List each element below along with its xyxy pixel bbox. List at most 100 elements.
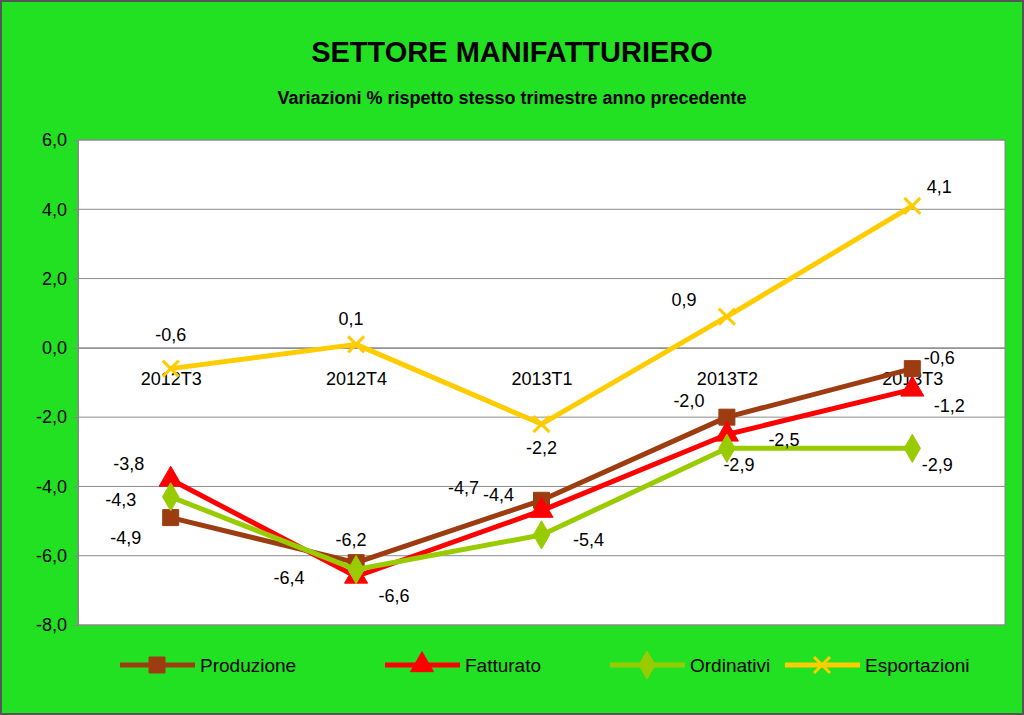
legend-marker [814,657,830,673]
tick-label: 2013T1 [511,369,572,389]
tick-mark [73,417,78,418]
tick-label: 6,0 [42,130,67,150]
legend-label: Esportazioni [865,655,970,676]
marker [163,361,179,377]
grid-line [78,347,1005,348]
marker [348,336,364,352]
tick: 2012T3 [141,369,202,389]
chart: SETTORE MANIFATTURIERO Variazioni % rispe… [0,0,1024,715]
data-label: -2,9 [723,455,754,475]
tick: -8,0 [36,615,78,635]
tick-label: 2012T3 [141,369,202,389]
legend-entry: Esportazioni [785,655,970,676]
y-axis: -8,0 -6,0 -4,0 -2,0 0,0 2,0 4,0 6,0 [36,130,79,635]
marker [904,198,920,214]
tick-mark [73,556,78,557]
tick-label: -6,0 [36,546,67,566]
tick-mark [73,348,78,349]
tick: -6,0 [36,546,78,566]
marker [163,483,179,511]
tick-label: -8,0 [36,615,67,635]
data-label: -2,0 [673,391,704,411]
series [163,361,921,571]
legend-marker [639,651,655,679]
data-label: -2,9 [922,455,953,475]
tick: -4,0 [36,477,78,497]
data-label: -2,5 [768,430,799,450]
background [0,0,1024,715]
data-label: -6,6 [379,586,410,606]
plot-area [78,140,1005,625]
tick-label: 2012T4 [326,369,387,389]
data-label: -2,2 [526,438,557,458]
tick: 2013T1 [511,369,572,389]
tick-label: 0,0 [42,338,67,358]
grid-line [78,278,1005,279]
line [171,389,913,576]
marker [163,510,179,526]
data-label: -4,3 [105,490,136,510]
data-label: -5,4 [573,530,604,550]
tick: 4,0 [42,200,78,220]
legend-label: Fatturato [465,655,541,676]
tick: 2012T4 [326,369,387,389]
grid-line [78,417,1005,418]
data-label: -6,4 [274,568,305,588]
data-label: 0,9 [671,290,696,310]
axis-line [79,348,1006,349]
data-label: -4,9 [110,528,141,548]
tick: 2013T2 [697,369,758,389]
legend-label: Ordinativi [690,655,770,676]
border [1,1,1023,714]
line [171,369,913,563]
legend: Produzione Fatturato Ordinativi Esportazion… [120,651,970,679]
data-label: -6,2 [336,530,367,550]
marker [904,361,920,377]
marker [533,521,549,549]
legend-entry: Ordinativi [610,651,770,679]
tick-label: 4,0 [42,200,67,220]
tick-mark [73,209,78,210]
data-label: 0,1 [339,309,364,329]
tick-label: 2013T2 [697,369,758,389]
grid-line [78,486,1005,487]
tick: 2,0 [42,269,78,289]
tick: 6,0 [42,130,78,150]
subtitle: Variazioni % rispetto stesso trimestre a… [277,88,746,108]
tick-mark [73,486,78,487]
axis-line [73,141,79,626]
data-label: -4,4 [483,485,514,505]
line [171,448,913,569]
series [159,376,924,583]
legend-entry: Produzione [120,655,296,676]
legend-marker [410,652,433,672]
title: SETTORE MANIFATTURIERO [311,36,713,68]
data-label: 4,1 [927,177,952,197]
marker [719,309,735,325]
tick-mark [73,140,78,141]
data-label: -0,6 [924,348,955,368]
tick: -2,0 [36,407,78,427]
grid-line [78,555,1005,556]
marks [159,198,924,584]
marker [904,434,920,462]
data-label: -4,7 [448,478,479,498]
legend-marker [149,657,165,673]
grid-line [78,209,1005,210]
data-label: -1,2 [934,396,965,416]
tick-label: 2,0 [42,269,67,289]
marker [348,555,364,583]
series [163,434,921,584]
data-labels: -4,9 -6,2 -4,4 -2,0 -0,6 -3,8 -6,6 -4,7 -2,5 -1,2… [105,177,965,606]
grid-line [78,625,1005,626]
marker [530,497,553,517]
tick-mark [73,279,78,280]
tick-label: -2,0 [36,407,67,427]
line [171,206,913,424]
tick: 0,0 [42,338,78,358]
legend-label: Produzione [200,655,296,676]
data-label: -3,8 [113,454,144,474]
grid-line [78,140,1005,141]
grid [78,140,1005,625]
legend-entry: Fatturato [385,652,541,676]
